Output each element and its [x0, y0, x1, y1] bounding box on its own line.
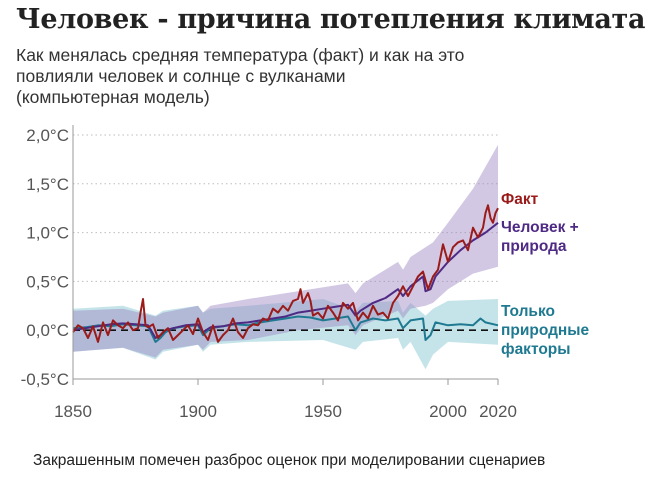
x-tick-label: 1850	[54, 402, 92, 421]
y-tick-label: 1,0°C	[26, 224, 69, 243]
y-tick-label: 0,0°C	[26, 321, 69, 340]
x-tick-label: 1950	[304, 402, 342, 421]
y-tick-label: 0,5°C	[26, 272, 69, 291]
series-labels: Факт Человек + природа Только природные факто…	[501, 191, 590, 358]
series-label-line: Только	[501, 303, 555, 320]
series-label-человек-природа: Человек + природа	[501, 219, 579, 255]
subtitle-line-3: (компьютерная модель)	[16, 87, 210, 107]
series-label-line: Факт	[501, 191, 539, 208]
x-tick-label: 2020	[479, 402, 517, 421]
y-tick-label: -0,5°C	[21, 370, 69, 389]
series-label-line: Человек +	[501, 219, 579, 236]
axes: 2,0°C 1,5°C 1,0°C 0,5°C 0,0°C -0,5°C 1850 1900 1…	[21, 125, 517, 421]
footnote: Закрашенным помечен разброс оценок при м…	[33, 452, 546, 469]
model-ranges	[73, 144, 498, 370]
range-band-только-природные-факторы	[73, 299, 498, 370]
subtitle-line-1: Как менялась средняя температура (факт) …	[16, 45, 465, 65]
series-lines	[72, 204, 499, 343]
x-tick-label: 1900	[179, 402, 217, 421]
series-label-line: природа	[501, 238, 567, 255]
series-label-line: факторы	[501, 341, 571, 358]
series-label-факт: Факт	[501, 191, 539, 208]
y-tick-label: 1,5°C	[26, 175, 69, 194]
series-line-человек-природа	[72, 222, 499, 339]
subtitle: Как менялась средняя температура (факт) …	[16, 45, 656, 108]
series-label-только-природные-факторы: Только природные факторы	[501, 303, 590, 358]
subtitle-line-2: повлияли человек и солнце с вулканами	[16, 66, 346, 86]
series-line-только-природные-факторы	[72, 315, 499, 343]
series-line-факт	[72, 204, 499, 343]
series-label-line: природные	[501, 322, 590, 339]
y-tick-label: 2,0°C	[26, 126, 69, 145]
page-title: Человек - причина потепления климата	[16, 4, 646, 35]
x-tick-label: 2000	[429, 402, 467, 421]
